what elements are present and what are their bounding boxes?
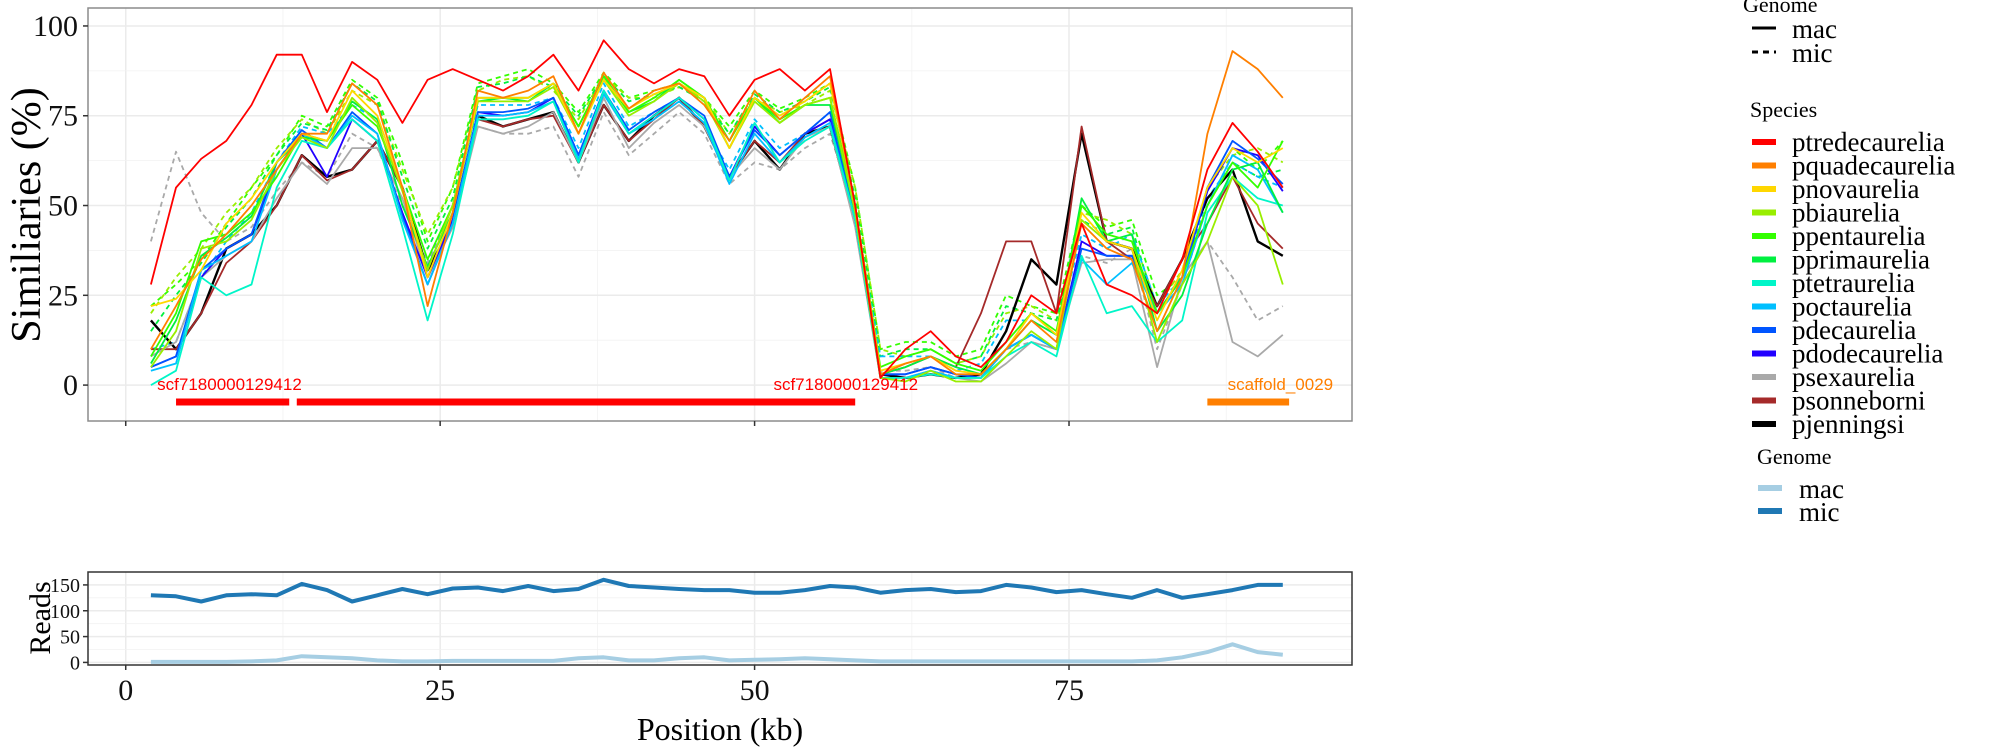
series-line-pquadecaurelia-mac xyxy=(150,50,1284,376)
legend-genome-title: Genome xyxy=(1743,0,1818,17)
x-tick-label: 50 xyxy=(740,674,770,707)
reads-panel-series xyxy=(150,577,1284,664)
scaffold-label: scaffold_0029 xyxy=(1228,375,1334,394)
reads-y-tick-label: 100 xyxy=(50,601,80,623)
legend-label-mic: mic xyxy=(1792,38,1833,68)
legend-label-ppentaurelia: ppentaurelia xyxy=(1792,221,1925,251)
x-tick-label: 25 xyxy=(425,674,455,707)
legend-label-pdodecaurelia: pdodecaurelia xyxy=(1792,339,1943,369)
legend-label-reads-mic: mic xyxy=(1799,497,1840,527)
legend-label-ptetraurelia: ptetraurelia xyxy=(1792,268,1915,298)
y-tick-label: 100 xyxy=(33,10,78,43)
scaffold-annotations: scf7180000129412 scf7180000129412 scaffold… xyxy=(157,375,1334,406)
series-line-ptredecaurelia-mac xyxy=(150,39,1284,379)
series-line-ppentaurelia-mic xyxy=(150,68,1284,358)
legend-label-psexaurelia: psexaurelia xyxy=(1792,362,1915,392)
legend-label-pbiaurelia: pbiaurelia xyxy=(1792,198,1900,228)
x-tick-label: 0 xyxy=(118,674,133,707)
reads-line-mic xyxy=(150,577,1283,604)
x-tick-label: 75 xyxy=(1054,674,1084,707)
reads-y-tick-label: 150 xyxy=(50,575,80,597)
y-tick-label: 25 xyxy=(48,279,78,312)
legend-label-pquadecaurelia: pquadecaurelia xyxy=(1792,151,1955,181)
series-line-poctaurelia-mac xyxy=(150,93,1284,379)
main-panel-axes: 0 25 50 75 100 xyxy=(33,10,1070,426)
reads-panel-border xyxy=(87,571,1353,666)
legend-species-title: Species xyxy=(1750,97,1817,122)
legend-label-pnovaurelia: pnovaurelia xyxy=(1792,174,1919,204)
legend-label-mac: mac xyxy=(1792,14,1837,44)
y-tick-label: 50 xyxy=(48,190,78,223)
series-line-ptetraurelia-mac xyxy=(150,89,1284,386)
series-line-psexaurelia-mic xyxy=(150,111,1284,379)
scaffold-label: scf7180000129412 xyxy=(157,375,302,394)
legend-label-reads-mac: mac xyxy=(1799,474,1844,504)
y-axis-title: Similiaries (%) xyxy=(4,87,50,342)
main-panel-grid xyxy=(88,8,1352,421)
reads-y-tick-label: 50 xyxy=(60,627,80,649)
scaffold-label: scf7180000129412 xyxy=(773,375,918,394)
y-tick-label: 75 xyxy=(48,100,78,133)
legend-label-psonneborni: psonneborni xyxy=(1792,386,1925,416)
reads-axis-title: Reads xyxy=(24,581,57,654)
reads-panel-axes: 0 50 100 150 0 25 50 75 xyxy=(50,575,1084,707)
main-panel-border xyxy=(87,7,1353,422)
reads-line-mac xyxy=(150,642,1284,664)
reads-panel-grid xyxy=(88,571,1352,665)
x-axis-title: Position (kb) xyxy=(637,711,803,747)
reads-y-tick-label: 0 xyxy=(70,652,80,674)
legend-label-pprimaurelia: pprimaurelia xyxy=(1792,245,1930,275)
legend: GenomemacmicSpeciesptredecaureliapquadec… xyxy=(1743,0,1955,527)
legend-label-poctaurelia: poctaurelia xyxy=(1792,292,1912,322)
legend-reads-genome-title: Genome xyxy=(1757,444,1832,469)
legend-label-pdecaurelia: pdecaurelia xyxy=(1792,315,1916,345)
series-line-pbiaurelia-mac xyxy=(150,78,1284,383)
main-panel-series xyxy=(149,39,1284,386)
y-tick-label: 0 xyxy=(63,369,78,402)
legend-label-ptredecaurelia: ptredecaurelia xyxy=(1792,127,1945,157)
legend-label-pjenningsi: pjenningsi xyxy=(1792,409,1905,439)
series-line-pbiaurelia-mic xyxy=(150,75,1284,365)
